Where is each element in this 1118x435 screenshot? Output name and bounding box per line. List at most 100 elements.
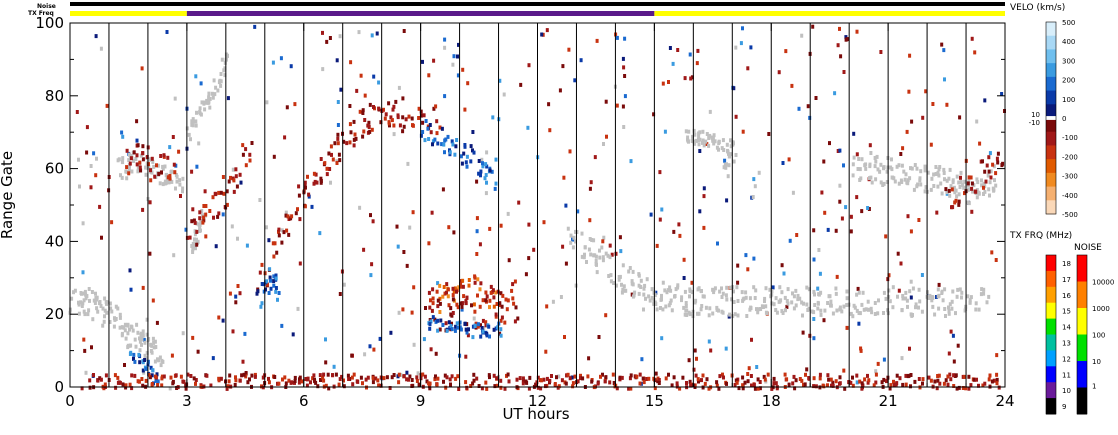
- data-point: [664, 304, 668, 309]
- data-point: [417, 116, 421, 120]
- data-point: [473, 324, 477, 328]
- data-point: [333, 141, 337, 146]
- data-point: [461, 301, 465, 306]
- data-point: [721, 372, 724, 377]
- data-point: [693, 141, 697, 146]
- data-point: [752, 256, 756, 261]
- data-point: [752, 285, 756, 290]
- noise-swatch: [1077, 281, 1087, 309]
- data-point: [866, 206, 870, 210]
- data-point: [690, 75, 694, 80]
- data-point: [177, 149, 181, 154]
- data-point: [213, 92, 217, 97]
- data-point: [949, 184, 953, 189]
- data-point: [855, 380, 859, 385]
- data-point: [983, 189, 987, 194]
- data-point: [99, 377, 103, 382]
- data-point: [698, 137, 702, 142]
- data-point: [272, 283, 276, 288]
- data-point: [764, 304, 768, 309]
- noise-tick-label: 10: [1092, 358, 1101, 366]
- data-point: [428, 123, 432, 127]
- data-point: [405, 377, 409, 382]
- data-point: [327, 151, 331, 156]
- data-point: [866, 299, 870, 304]
- data-point: [995, 372, 999, 377]
- data-point: [550, 374, 553, 378]
- data-point: [762, 374, 766, 379]
- data-point: [280, 228, 284, 233]
- data-point: [149, 178, 153, 183]
- data-point: [726, 174, 730, 179]
- data-point: [243, 331, 247, 336]
- data-point: [808, 115, 812, 120]
- data-point: [184, 386, 188, 391]
- data-point: [627, 386, 631, 391]
- data-point: [982, 192, 985, 196]
- data-point: [192, 376, 196, 381]
- data-point: [567, 47, 571, 52]
- data-point: [901, 146, 905, 151]
- data-point: [912, 187, 916, 192]
- data-point: [85, 125, 89, 130]
- data-point: [122, 325, 126, 330]
- data-point: [387, 121, 391, 126]
- data-point: [260, 384, 263, 389]
- data-point: [135, 138, 139, 143]
- data-point: [484, 162, 488, 167]
- data-point: [952, 359, 956, 364]
- data-point: [933, 312, 937, 317]
- data-point: [851, 383, 855, 388]
- data-point: [702, 225, 706, 230]
- data-point: [98, 300, 102, 304]
- y-tick-label: 20: [45, 305, 64, 323]
- data-point: [127, 167, 131, 172]
- data-point: [426, 126, 430, 131]
- data-point: [336, 132, 340, 137]
- data-point: [976, 180, 980, 185]
- data-point: [712, 288, 716, 292]
- data-point: [436, 328, 440, 333]
- data-point: [796, 293, 800, 298]
- data-point: [982, 185, 985, 190]
- data-point: [230, 224, 234, 229]
- data-point: [161, 359, 165, 364]
- data-point: [733, 312, 737, 317]
- data-point: [494, 157, 498, 162]
- data-point: [813, 303, 817, 307]
- data-point: [857, 290, 861, 295]
- data-point: [329, 180, 332, 185]
- velocity-swatch: [1046, 118, 1056, 133]
- data-point: [217, 378, 221, 383]
- data-point: [415, 379, 419, 383]
- data-point: [219, 72, 223, 76]
- data-point: [485, 386, 489, 391]
- data-point: [80, 386, 84, 391]
- data-point: [151, 298, 155, 303]
- data-point: [101, 323, 105, 328]
- data-point: [648, 298, 652, 303]
- data-point: [966, 294, 970, 299]
- data-point: [452, 289, 456, 294]
- data-point: [463, 321, 467, 326]
- data-point: [975, 177, 979, 182]
- data-point: [207, 95, 211, 100]
- data-point: [207, 99, 211, 104]
- data-point: [831, 380, 835, 385]
- data-point: [768, 287, 772, 292]
- data-point: [361, 111, 365, 115]
- data-point: [438, 301, 442, 306]
- data-point: [204, 204, 208, 208]
- data-point: [909, 166, 912, 171]
- noise-label: Noise: [37, 3, 56, 10]
- data-point: [452, 54, 456, 59]
- data-point: [947, 309, 951, 314]
- txfreq-segment: [186, 11, 655, 16]
- data-point: [664, 376, 668, 381]
- data-point: [521, 376, 525, 381]
- data-point: [628, 266, 632, 270]
- data-point: [368, 344, 372, 349]
- data-point: [232, 178, 236, 183]
- data-point: [87, 287, 91, 291]
